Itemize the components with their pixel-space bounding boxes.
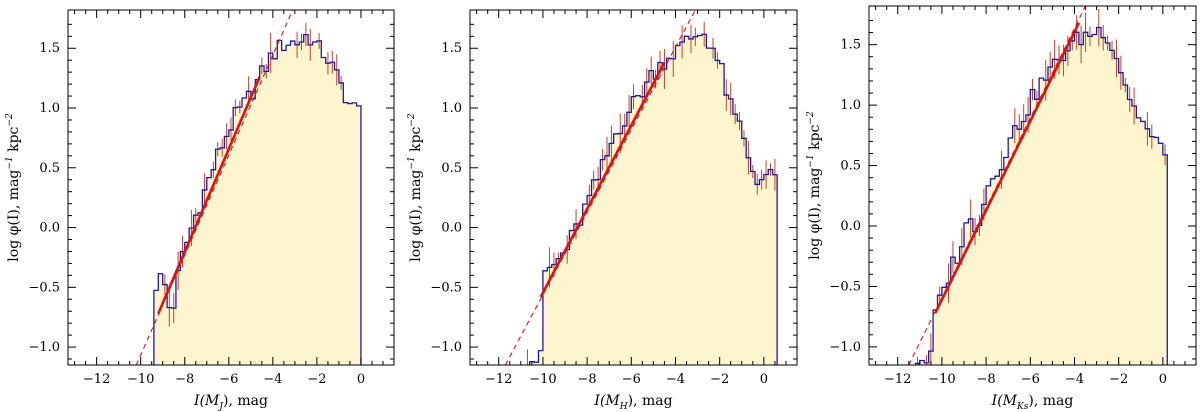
- x-tick-label: −4: [1065, 372, 1084, 387]
- y-tick-label: 0.0: [840, 219, 861, 234]
- plot-area: [908, 6, 1168, 365]
- histogram-fill: [915, 27, 1168, 365]
- x-axis: −12 −10 −8 −6 −4 −2 0: [875, 6, 1186, 387]
- x-tick-label: −6: [1021, 372, 1040, 387]
- x-tick-label: 0: [760, 372, 768, 387]
- y-tick-label: 0.5: [840, 159, 861, 174]
- x-tick-label: 0: [357, 372, 365, 387]
- y-axis: −1.0 −0.5 0.0 0.5 1.0 1.5: [28, 23, 394, 360]
- x-tick-label: −6: [622, 372, 641, 387]
- x-tick-label: −12: [83, 372, 110, 387]
- y-axis-label: log φ(I), mag−1 kpc−2: [806, 111, 823, 260]
- y-axis: −1.0 −0.5 0.0 0.5 1.0 1.5: [829, 20, 1196, 360]
- x-tick-label: 0: [1159, 372, 1167, 387]
- x-tick-label: −10: [529, 372, 556, 387]
- x-tick-label: −10: [928, 372, 955, 387]
- y-tick-label: 0.5: [39, 161, 60, 176]
- x-axis-label: I(MH), mag: [593, 393, 672, 412]
- x-tick-label: −2: [307, 372, 326, 387]
- histogram-fill: [520, 34, 778, 365]
- y-tick-label: 1.5: [39, 41, 60, 56]
- y-tick-label: −1.0: [829, 340, 861, 355]
- x-tick-label: −8: [977, 372, 996, 387]
- x-tick-label: −12: [485, 372, 512, 387]
- x-tick-label: −10: [127, 372, 154, 387]
- y-axis-label: log φ(I), mag−1 kpc−2: [5, 113, 22, 262]
- x-axis-label: I(MJ), mag: [193, 393, 268, 412]
- plot-frame: [67, 9, 395, 366]
- fit-line-solid: [934, 22, 1081, 314]
- y-tick-label: 0.5: [441, 161, 462, 176]
- y-tick-label: 1.0: [39, 101, 60, 116]
- x-tick-label: −2: [1109, 372, 1128, 387]
- histogram-outline: [914, 26, 1168, 365]
- fit-line-solid: [157, 76, 261, 315]
- y-tick-label: 1.0: [441, 101, 462, 116]
- x-tick-label: −2: [710, 372, 729, 387]
- y-tick-label: 1.5: [441, 41, 462, 56]
- fit-line-dashed: [504, 10, 696, 365]
- x-tick-label: −4: [263, 372, 282, 387]
- y-tick-label: −0.5: [430, 280, 462, 295]
- y-tick-label: −0.5: [28, 280, 60, 295]
- x-axis: −12 −10 −8 −6 −4 −2 0: [476, 10, 787, 387]
- plot-area: [504, 10, 778, 365]
- plot-area: [135, 10, 362, 365]
- fit-line-solid: [539, 61, 666, 298]
- x-tick-label: −12: [884, 372, 911, 387]
- y-tick-label: 1.5: [840, 38, 861, 53]
- panel-MKs: −12 −10 −8 −6 −4 −2 0 −1.0 −0.5 0.0 0.5 1.0 1.5 I(MKs…: [806, 5, 1197, 412]
- panel-MJ: −12 −10 −8 −6 −4 −2 0 −1.0 −0.5 0.0 0.5 1.0 1.5 I(MJ)…: [5, 9, 395, 412]
- panel-MH: −12 −10 −8 −6 −4 −2 0 −1.0 −0.5 0.0 0.5 1.0 1.5 I(MH)…: [407, 9, 798, 412]
- x-axis-label: I(MKs), mag: [991, 393, 1074, 412]
- y-tick-label: 0.0: [441, 221, 462, 236]
- x-tick-label: −6: [219, 372, 238, 387]
- y-tick-label: −1.0: [430, 340, 462, 355]
- y-tick-label: −1.0: [28, 340, 60, 355]
- y-axis: −1.0 −0.5 0.0 0.5 1.0 1.5: [430, 23, 797, 360]
- plot-frame: [469, 9, 798, 366]
- y-axis-label: log φ(I), mag−1 kpc−2: [407, 113, 424, 262]
- plot-frame: [868, 5, 1197, 366]
- x-tick-label: −4: [666, 372, 685, 387]
- y-tick-label: 1.0: [840, 98, 861, 113]
- x-axis: −12 −10 −8 −6 −4 −2 0: [74, 10, 384, 387]
- y-tick-label: 0.0: [39, 221, 60, 236]
- x-tick-label: −8: [578, 372, 597, 387]
- histogram-fill: [153, 34, 361, 365]
- y-tick-label: −0.5: [829, 279, 861, 294]
- x-tick-label: −8: [175, 372, 194, 387]
